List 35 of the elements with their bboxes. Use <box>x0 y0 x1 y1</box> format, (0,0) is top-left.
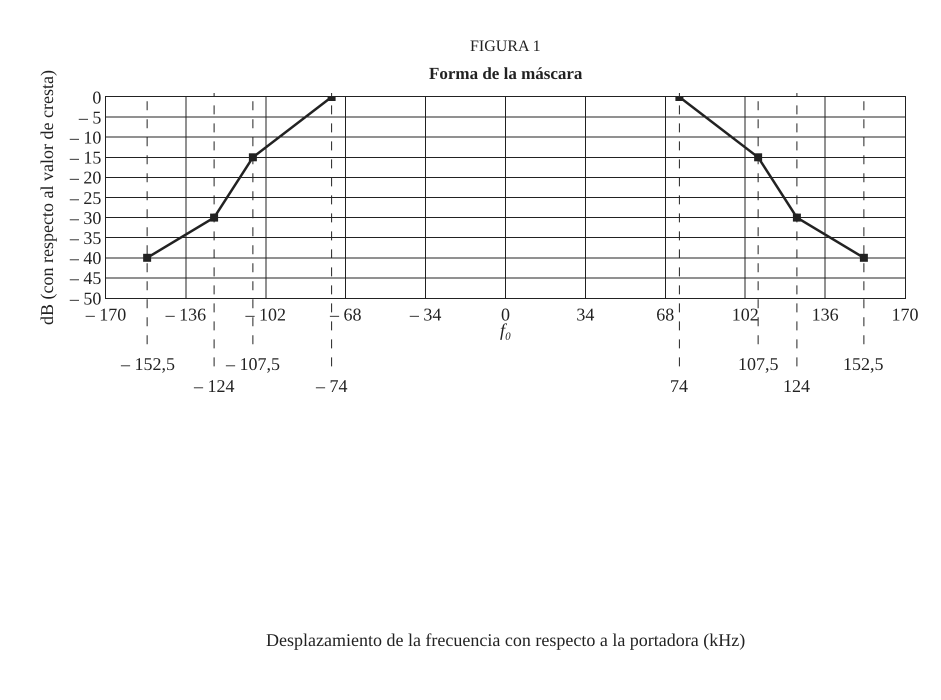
y-tick-label: – 30 <box>68 208 102 228</box>
ref-line-label: – 124 <box>193 376 234 396</box>
point <box>248 153 257 162</box>
chart-subtitle: Forma de la máscara <box>429 64 583 83</box>
x-tick-label: – 68 <box>328 304 362 325</box>
ref-line-label: – 152,5 <box>120 354 175 374</box>
y-tick-label: – 5 <box>78 107 102 128</box>
x-tick-label: 68 <box>656 304 674 325</box>
x-tick-label: – 34 <box>408 304 442 325</box>
ref-line-label: – 107,5 <box>225 354 280 374</box>
ref-line-label: 107,5 <box>738 354 778 374</box>
x-tick-label: 102 <box>732 304 759 325</box>
text: Desplazamiento de la frecuencia con respecto a la portadora (kHz) <box>266 630 746 650</box>
ref-line-label: 74 <box>670 376 688 396</box>
x-tick-label: 34 <box>576 304 594 325</box>
y-tick-label: – 35 <box>68 228 102 248</box>
y-tick-label: – 25 <box>68 188 102 208</box>
x-tick-label: – 136 <box>164 304 206 325</box>
point <box>143 254 152 262</box>
y-tick-label: – 40 <box>68 248 102 268</box>
y-tick-label: – 20 <box>68 168 102 188</box>
x-tick-label: 170 <box>892 304 918 325</box>
x-tick-label: 136 <box>812 304 839 325</box>
ref-line-label: 124 <box>783 376 810 396</box>
y-tick-label: – 45 <box>68 268 102 288</box>
ref-line-label: – 74 <box>315 376 348 396</box>
ref-line-label: 152,5 <box>843 354 884 374</box>
point <box>860 254 868 262</box>
y-axis-title: dB (con respecto al valor de cresta) <box>37 70 58 325</box>
chart-title: FIGURA 1 <box>470 38 541 55</box>
x-tick-label: – 102 <box>244 304 286 325</box>
y-tick-label: – 10 <box>68 128 102 148</box>
y-tick-label: – 15 <box>68 148 102 168</box>
point <box>754 153 762 162</box>
y-tick-label: 0 <box>92 87 102 108</box>
